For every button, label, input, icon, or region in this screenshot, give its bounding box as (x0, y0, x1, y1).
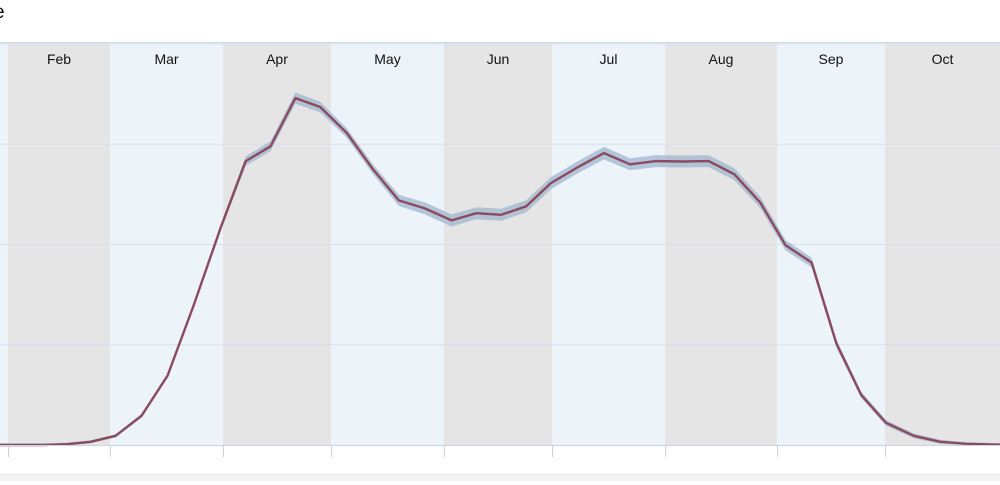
month-band-sep (777, 42, 885, 445)
month-band-jan (0, 42, 8, 445)
series-line-layer (0, 96, 1000, 447)
month-label-mar: Mar (154, 51, 178, 67)
month-label-apr: Apr (266, 51, 288, 67)
month-bands (0, 42, 1000, 445)
month-label-sep: Sep (819, 51, 844, 67)
month-label-jul: Jul (600, 51, 618, 67)
month-band-may (331, 42, 444, 445)
month-label-aug: Aug (709, 51, 734, 67)
month-labels: Feb Mar Apr May Jun Jul Aug Sep Oct (47, 51, 954, 67)
month-label-jun: Jun (487, 51, 510, 67)
month-band-aug (665, 42, 777, 445)
gridlines (0, 42, 1000, 346)
series-line (0, 96, 1000, 447)
month-band-oct (885, 42, 1000, 445)
bottom-scrollbar-track (0, 474, 1000, 481)
month-band-mar (110, 42, 223, 445)
month-label-oct: Oct (932, 51, 954, 67)
month-label-may: May (374, 51, 400, 67)
month-band-jul (552, 42, 665, 445)
chart-title: e (0, 2, 5, 23)
month-band-feb (8, 42, 110, 445)
month-band-jun (444, 42, 552, 445)
x-axis (0, 445, 1000, 457)
month-label-feb: Feb (47, 51, 71, 67)
